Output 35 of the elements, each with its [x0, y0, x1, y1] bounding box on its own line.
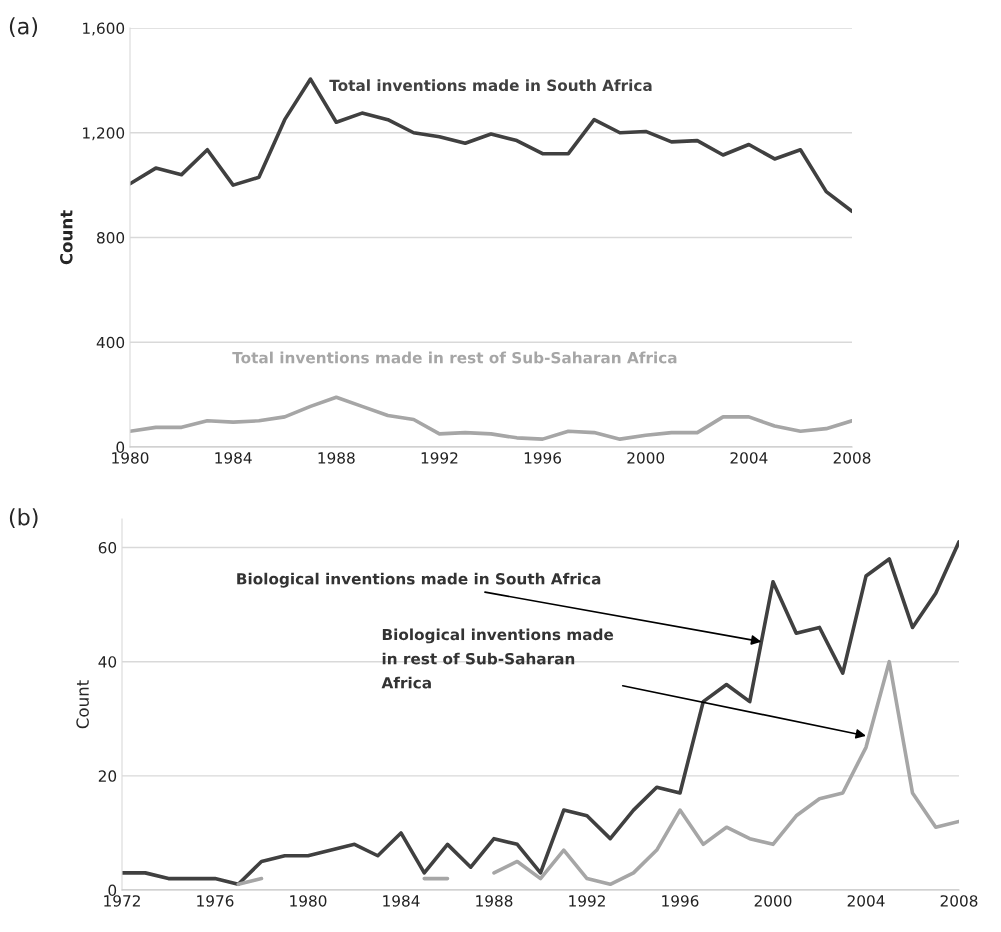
y-tick-label: 1,600 [83, 22, 125, 36]
x-tick-label: 1996 [662, 895, 699, 907]
x-tick-label: 2008 [940, 895, 978, 907]
x-tick-label: 2008 [833, 452, 871, 464]
y-tick-label: 1,200 [83, 127, 125, 141]
x-tick-label: 2004 [730, 452, 768, 464]
x-tick-label: 2000 [627, 452, 665, 464]
y-tick-label: 60 [98, 542, 117, 554]
x-tick-label: 1980 [290, 895, 327, 907]
annotation: Biological inventions made in rest of Sub-Saharan Africa [381, 628, 614, 689]
y-tick-label: 400 [96, 336, 125, 349]
y-tick-label: 800 [97, 231, 125, 244]
x-tick-label: 1992 [569, 895, 605, 907]
line-series [130, 395, 852, 441]
x-tick-label: 1988 [476, 895, 513, 907]
text: Total inventions made in rest of Sub-Saharan Africa [232, 351, 677, 364]
x-tick-label: 1984 [215, 452, 252, 464]
y-axis-title: Count [60, 210, 73, 265]
y-tick-label: 20 [98, 770, 117, 782]
line-series [130, 77, 852, 214]
x-tick-label: 1984 [383, 895, 420, 907]
x-tick-label: 1992 [421, 452, 458, 464]
chart-title: (a) [9, 17, 38, 38]
x-tick-label: 2000 [754, 895, 792, 907]
x-tick-label: 1996 [524, 452, 562, 464]
x-tick-label: 1972 [104, 895, 140, 907]
chart-title: (b) [9, 508, 38, 529]
x-tick-label: 1980 [112, 452, 149, 464]
series-label: Total inventions made in South Africa [329, 79, 652, 92]
y-tick-label: 40 [98, 656, 117, 668]
annotation: Biological inventions made in South Africa [237, 572, 601, 588]
y-axis-title: Count [76, 680, 89, 729]
x-tick-label: 1988 [318, 452, 355, 464]
x-tick-label: 1976 [197, 895, 234, 907]
x-tick-label: 2004 [847, 895, 885, 907]
